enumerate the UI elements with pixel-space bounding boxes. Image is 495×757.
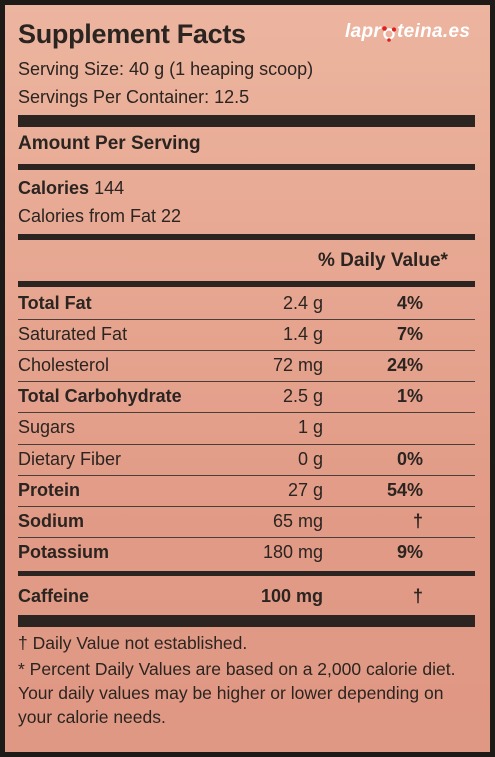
nutrient-daily-value: 4% (396, 293, 423, 313)
row-divider (18, 444, 475, 445)
nutrient-amount: 2.5 g (282, 386, 323, 406)
nutrient-amount: 180 mg (262, 542, 323, 562)
nutrient-name: Potassium (18, 542, 110, 562)
nutrient-daily-value: 9% (396, 542, 423, 562)
brand-logo-part2: teina.es (397, 21, 471, 42)
nutrient-name: Protein (18, 480, 81, 500)
panel-title: Supplement Facts (18, 19, 246, 49)
medium-divider (18, 234, 475, 240)
row-divider (18, 537, 475, 538)
nutrient-name: Saturated Fat (18, 324, 128, 344)
nutrient-name: Sodium (18, 511, 84, 531)
row-divider (18, 506, 475, 507)
nutrient-row: Sodium 65 mg † (18, 506, 475, 537)
nutrient-name: Sugars (18, 417, 76, 437)
nutrient-row: Sugars 1 g (18, 412, 475, 443)
row-divider (18, 381, 475, 382)
nutrient-amount: 65 mg (272, 511, 323, 531)
daily-value-header: % Daily Value* (318, 250, 448, 271)
nutrient-daily-value: 24% (386, 355, 423, 375)
nutrient-name: Total Fat (18, 293, 92, 313)
caffeine-daily-value: † (412, 586, 423, 606)
supplement-facts-panel: Supplement Facts lapr teina.es Serving S… (5, 5, 490, 752)
nutrient-row: Total Carbohydrate 2.5 g 1% (18, 381, 475, 412)
molecule-icon (382, 25, 397, 42)
nutrient-amount: 1.4 g (282, 324, 323, 344)
nutrient-amount: 2.4 g (282, 293, 323, 313)
nutrient-amount: 72 mg (272, 355, 323, 375)
row-divider (18, 319, 475, 320)
nutrient-row: Saturated Fat 1.4 g 7% (18, 319, 475, 350)
row-divider (18, 475, 475, 476)
nutrient-row: Total Fat 2.4 g 4% (18, 288, 475, 319)
nutrient-name: Total Carbohydrate (18, 386, 182, 406)
nutrient-daily-value: 54% (386, 480, 423, 500)
row-divider (18, 350, 475, 351)
nutrient-name: Cholesterol (18, 355, 110, 375)
nutrient-amount: 1 g (297, 417, 323, 437)
calories-value: 144 (94, 178, 125, 198)
row-divider (18, 412, 475, 413)
footnote-percent-daily: * Percent Daily Values are based on a 2,… (18, 659, 456, 727)
caffeine-name: Caffeine (18, 586, 90, 606)
caffeine-row: Caffeine 100 mg † (18, 581, 475, 612)
serving-size: Serving Size: 40 g (1 heaping scoop) (18, 59, 314, 79)
medium-divider (18, 281, 475, 287)
medium-divider (18, 164, 475, 170)
calories-line: Calories 144 (18, 178, 124, 199)
nutrient-row: Cholesterol 72 mg 24% (18, 350, 475, 381)
nutrient-amount: 0 g (297, 449, 323, 469)
nutrient-row: Dietary Fiber 0 g 0% (18, 444, 475, 475)
medium-divider (18, 571, 475, 576)
brand-logo: lapr teina.es (345, 21, 470, 43)
nutrient-daily-value: 0% (396, 449, 423, 469)
footnote-dagger: † Daily Value not established. (18, 633, 248, 653)
nutrient-daily-value: 7% (396, 324, 423, 344)
nutrient-amount: 27 g (287, 480, 323, 500)
nutrient-row: Protein 27 g 54% (18, 475, 475, 506)
thick-divider (18, 615, 475, 627)
servings-per-container: Servings Per Container: 12.5 (18, 87, 250, 107)
thick-divider (18, 115, 475, 127)
nutrient-row: Potassium 180 mg 9% (18, 537, 475, 568)
calories-label: Calories (18, 178, 90, 198)
nutrient-daily-value: † (412, 511, 423, 531)
caffeine-amount: 100 mg (260, 586, 323, 606)
amount-per-serving: Amount Per Serving (18, 133, 201, 154)
nutrient-name: Dietary Fiber (18, 449, 122, 469)
nutrient-daily-value: 1% (396, 386, 423, 406)
calories-from-fat: Calories from Fat 22 (18, 206, 182, 226)
brand-logo-part1: lapr (345, 21, 382, 42)
